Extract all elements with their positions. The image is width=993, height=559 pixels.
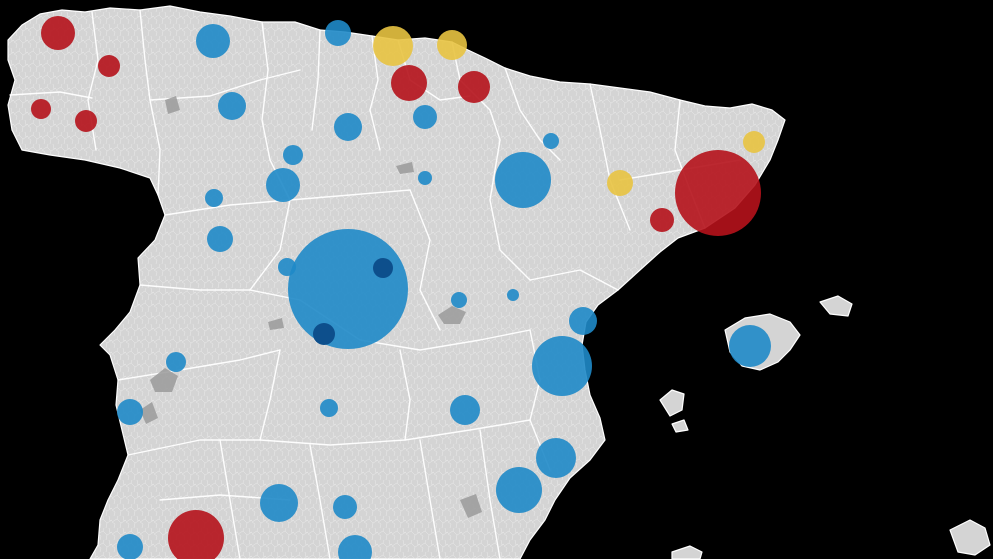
- bubble-red-0[interactable]: [41, 16, 75, 50]
- bubble-blue-10[interactable]: [413, 105, 437, 129]
- bubble-blue-43[interactable]: [373, 258, 393, 278]
- bubble-blue-18[interactable]: [278, 258, 296, 276]
- bubble-blue-23[interactable]: [507, 289, 519, 301]
- bubble-red-27[interactable]: [650, 208, 674, 232]
- result-bubbles: [31, 16, 771, 559]
- bubble-red-8[interactable]: [391, 65, 427, 101]
- bubble-blue-4[interactable]: [196, 24, 230, 58]
- bubble-red-1[interactable]: [98, 55, 120, 77]
- bubble-blue-31[interactable]: [166, 352, 186, 372]
- bubble-yellow-24[interactable]: [607, 170, 633, 196]
- bubble-blue-42[interactable]: [313, 323, 335, 345]
- bubble-yellow-6[interactable]: [373, 26, 413, 66]
- bubble-blue-15[interactable]: [205, 189, 223, 207]
- bubble-blue-40[interactable]: [117, 534, 143, 559]
- bubble-blue-36[interactable]: [496, 467, 542, 513]
- bubble-yellow-7[interactable]: [437, 30, 467, 60]
- bubble-blue-29[interactable]: [532, 336, 592, 396]
- bubble-blue-5[interactable]: [218, 92, 246, 120]
- bubble-blue-32[interactable]: [117, 399, 143, 425]
- bubble-red-39[interactable]: [168, 510, 224, 559]
- bubble-blue-35[interactable]: [536, 438, 576, 478]
- bubble-blue-22[interactable]: [451, 292, 467, 308]
- ibiza: [659, 389, 685, 417]
- formentera: [671, 419, 689, 433]
- bubble-red-26[interactable]: [675, 150, 761, 236]
- bubble-red-9[interactable]: [458, 71, 490, 103]
- bubble-blue-28[interactable]: [569, 307, 597, 335]
- bubble-blue-14[interactable]: [266, 168, 300, 202]
- bubble-blue-19[interactable]: [418, 171, 432, 185]
- bubble-blue-33[interactable]: [320, 399, 338, 417]
- bubble-blue-41[interactable]: [338, 535, 372, 559]
- bubble-red-2[interactable]: [31, 99, 51, 119]
- bubble-blue-21[interactable]: [495, 152, 551, 208]
- bubble-blue-17[interactable]: [288, 229, 408, 349]
- grey-areas: [140, 96, 482, 518]
- bubble-blue-16[interactable]: [207, 226, 233, 252]
- bubble-blue-12[interactable]: [334, 113, 362, 141]
- bubble-blue-38[interactable]: [333, 495, 357, 519]
- bubble-blue-30[interactable]: [729, 325, 771, 367]
- bubble-red-3[interactable]: [75, 110, 97, 132]
- bubble-blue-20[interactable]: [543, 133, 559, 149]
- bubble-blue-34[interactable]: [450, 395, 480, 425]
- bubble-yellow-25[interactable]: [743, 131, 765, 153]
- bubble-blue-37[interactable]: [260, 484, 298, 522]
- bubble-blue-13[interactable]: [283, 145, 303, 165]
- bubble-blue-11[interactable]: [325, 20, 351, 46]
- menorca: [819, 295, 853, 317]
- coast-fragments: [671, 519, 991, 559]
